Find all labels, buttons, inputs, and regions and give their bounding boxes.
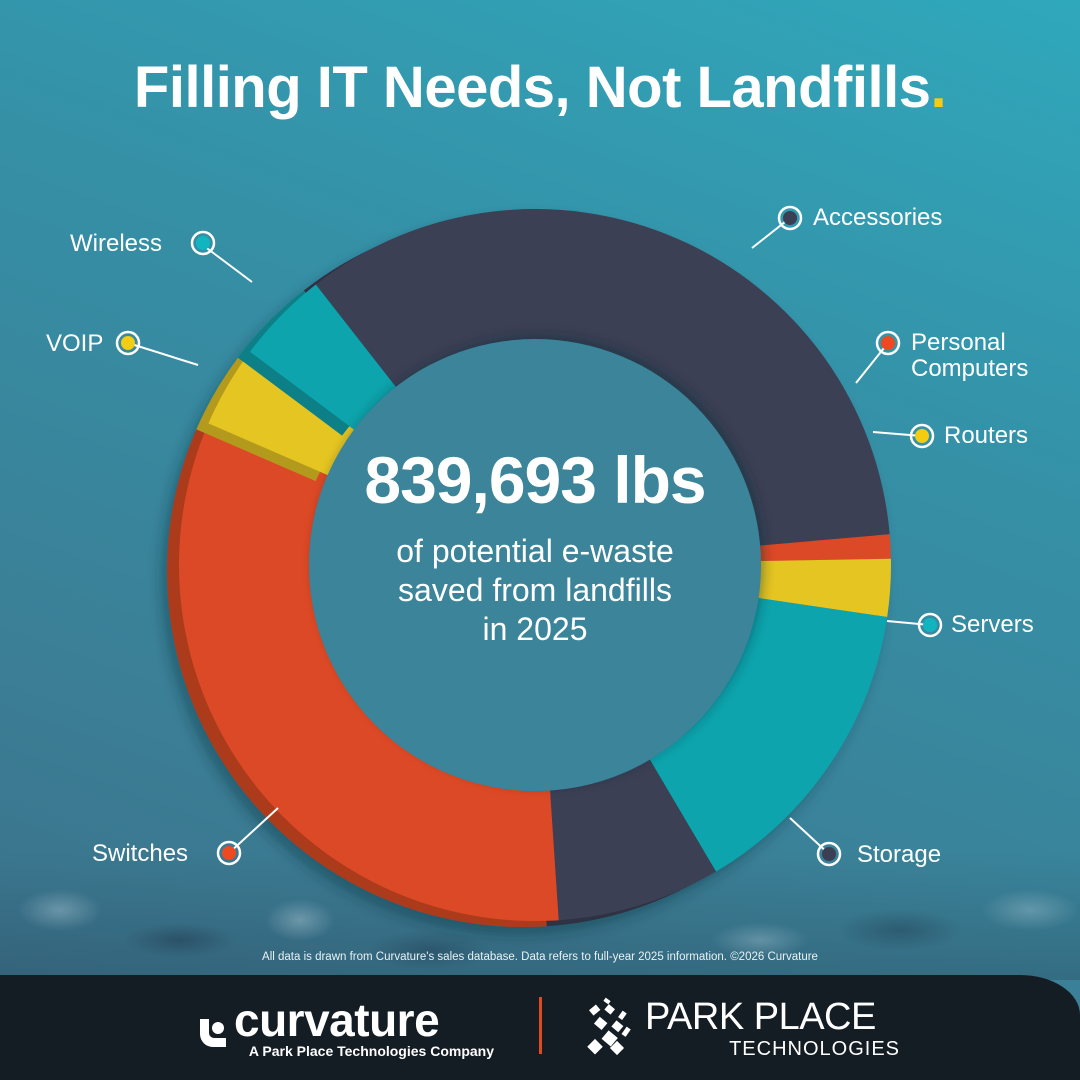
curvature-mark-icon [200, 1006, 226, 1047]
segment-voip [208, 351, 355, 476]
marker-ring-storage-icon [816, 841, 842, 867]
marker-ring-wireless-icon [190, 230, 216, 256]
center-caption: of potential e-waste saved from landfill… [396, 533, 674, 647]
segment-switches [178, 423, 559, 921]
curvature-tagline: A Park Place Technologies Company [248, 1043, 494, 1059]
marker-dot-wireless-icon [196, 236, 210, 250]
curvature-logo: curvature A Park Place Technologies Comp… [200, 995, 500, 1059]
marker-dot-accessories-icon [783, 211, 797, 225]
marker-ring-routers-icon [909, 423, 935, 449]
segment-servers [649, 598, 888, 872]
total-weight: 839,693 lbs [364, 443, 706, 517]
park-place-mark-icon [587, 997, 631, 1056]
label-accessories: Accessories [813, 204, 943, 231]
donut-hole [309, 339, 761, 791]
label-voip: VOIP [46, 330, 104, 357]
marker-ring-switches-icon [216, 840, 242, 866]
marker-dot-storage-icon [822, 847, 836, 861]
page-title: Filling IT Needs, Not Landfills. [133, 55, 947, 120]
park-place-logo: PARK PLACE TECHNOLOGIES [645, 997, 900, 1061]
segment-routers [758, 558, 891, 618]
segment-personal-computers [760, 534, 891, 562]
label-servers: Servers [951, 611, 1034, 638]
marker-ring-voip-icon [115, 330, 141, 356]
data-disclaimer: All data is drawn from Curvature's sales… [262, 951, 818, 963]
park-place-subtitle: TECHNOLOGIES [729, 1038, 900, 1060]
segment-wireless [249, 284, 396, 430]
center-summary: 839,693 lbs of potential e-waste saved f… [335, 440, 735, 649]
marker-dot-routers-icon [915, 429, 929, 443]
marker-dot-servers-icon [923, 618, 937, 632]
label-routers: Routers [944, 422, 1029, 449]
marker-dot-voip-icon [121, 336, 135, 350]
marker-dot-switches-icon [222, 846, 236, 860]
label-personal-computers: Personal Computers [911, 329, 1029, 382]
marker-ring-servers-icon [917, 612, 943, 638]
marker-ring-personal-computers-icon [875, 330, 901, 356]
marker-dot-personal-computers-icon [881, 336, 895, 350]
label-switches: Switches [92, 840, 189, 867]
segment-storage [550, 759, 716, 921]
curvature-wordmark: curvature [234, 994, 440, 1046]
segment-accessories [315, 209, 890, 546]
label-wireless: Wireless [70, 230, 163, 257]
label-storage: Storage [857, 841, 942, 868]
logo-divider [539, 997, 542, 1054]
marker-ring-accessories-icon [777, 205, 803, 231]
park-place-wordmark: PARK PLACE [645, 996, 876, 1038]
